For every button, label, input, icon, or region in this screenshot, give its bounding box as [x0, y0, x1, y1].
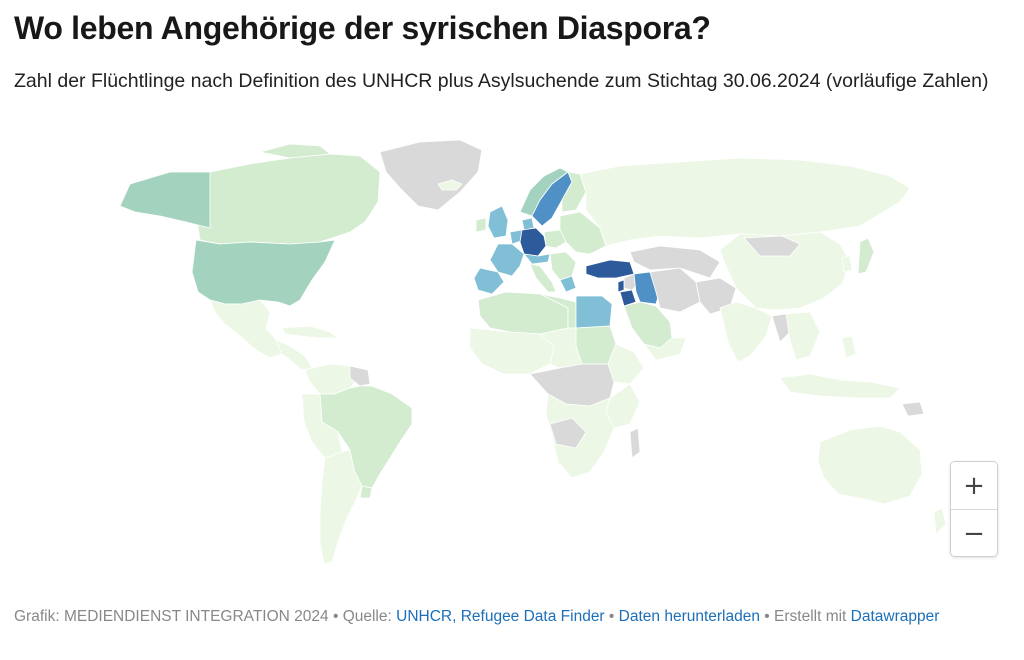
country-russia[interactable] — [579, 157, 911, 247]
source-link[interactable]: UNHCR, Refugee Data Finder — [396, 608, 605, 625]
country-france[interactable] — [489, 243, 525, 277]
country-jordan[interactable] — [619, 289, 637, 307]
country-madagascar[interactable] — [629, 427, 641, 459]
country-usa[interactable] — [191, 239, 336, 307]
zoom-out-button[interactable]: − — [951, 510, 997, 556]
country-lebanon[interactable] — [617, 279, 625, 293]
country-angola-zambia[interactable] — [549, 417, 587, 449]
zoom-in-button[interactable]: + — [951, 462, 997, 509]
country-korea[interactable] — [841, 255, 853, 273]
country-mexico[interactable] — [209, 299, 283, 359]
country-ireland[interactable] — [475, 217, 487, 233]
footer-separator-1: • — [604, 608, 619, 625]
country-papua-new-guinea[interactable] — [901, 401, 925, 417]
world-choropleth-map[interactable] — [20, 132, 950, 577]
country-australia[interactable] — [817, 425, 923, 505]
country-argentina-chile[interactable] — [319, 449, 363, 565]
region-canada-arctic-islands[interactable] — [259, 143, 331, 159]
download-data-link[interactable]: Daten herunterladen — [618, 608, 760, 625]
country-uk[interactable] — [487, 205, 509, 239]
country-southeast-asia[interactable] — [785, 311, 821, 361]
country-philippines[interactable] — [841, 335, 857, 359]
country-new-zealand[interactable] — [933, 507, 947, 535]
country-iberia[interactable] — [473, 267, 505, 295]
country-caucasus-central-asia[interactable] — [629, 245, 721, 279]
footer-separator-2: • Erstellt mit — [759, 608, 851, 625]
country-greenland[interactable] — [379, 139, 483, 211]
country-turkey[interactable] — [585, 259, 635, 279]
country-poland[interactable] — [543, 229, 567, 249]
country-central-africa[interactable] — [529, 363, 615, 407]
page-title: Wo leben Angehörige der syrischen Diaspo… — [14, 10, 711, 46]
country-malaysia-indonesia[interactable] — [779, 373, 901, 399]
footer-prefix: Grafik: MEDIENDIENST INTEGRATION 2024 • … — [14, 608, 397, 625]
datawrapper-link[interactable]: Datawrapper — [850, 608, 940, 625]
country-greece[interactable] — [559, 275, 577, 293]
zoom-control: + − — [950, 461, 998, 557]
region-caribbean[interactable] — [281, 325, 339, 339]
country-mongolia[interactable] — [743, 235, 801, 257]
country-germany[interactable] — [519, 227, 547, 257]
country-austria-switzerland[interactable] — [523, 253, 551, 265]
page-subtitle: Zahl der Flüchtlinge nach Definition des… — [14, 70, 989, 92]
country-iran[interactable] — [649, 267, 701, 313]
country-ethiopia-horn[interactable] — [607, 343, 645, 385]
footer-credits: Grafik: MEDIENDIENST INTEGRATION 2024 • … — [14, 606, 1004, 627]
country-uruguay[interactable] — [359, 485, 373, 499]
country-west-africa[interactable] — [469, 327, 555, 375]
country-baltic-belarus-ukraine[interactable] — [559, 211, 607, 255]
country-iceland[interactable] — [437, 179, 463, 191]
country-japan[interactable] — [857, 237, 875, 275]
country-egypt[interactable] — [575, 295, 613, 329]
zoom-divider — [951, 509, 997, 510]
country-china[interactable] — [719, 231, 851, 311]
country-italy[interactable] — [529, 263, 557, 293]
country-guianas[interactable] — [349, 365, 371, 387]
region-central-america[interactable] — [275, 339, 313, 371]
country-brazil[interactable] — [319, 385, 413, 489]
country-india[interactable] — [719, 301, 773, 363]
country-alaska-usa[interactable] — [119, 171, 211, 229]
country-yemen-oman[interactable] — [643, 337, 687, 361]
country-canada[interactable] — [195, 153, 381, 245]
